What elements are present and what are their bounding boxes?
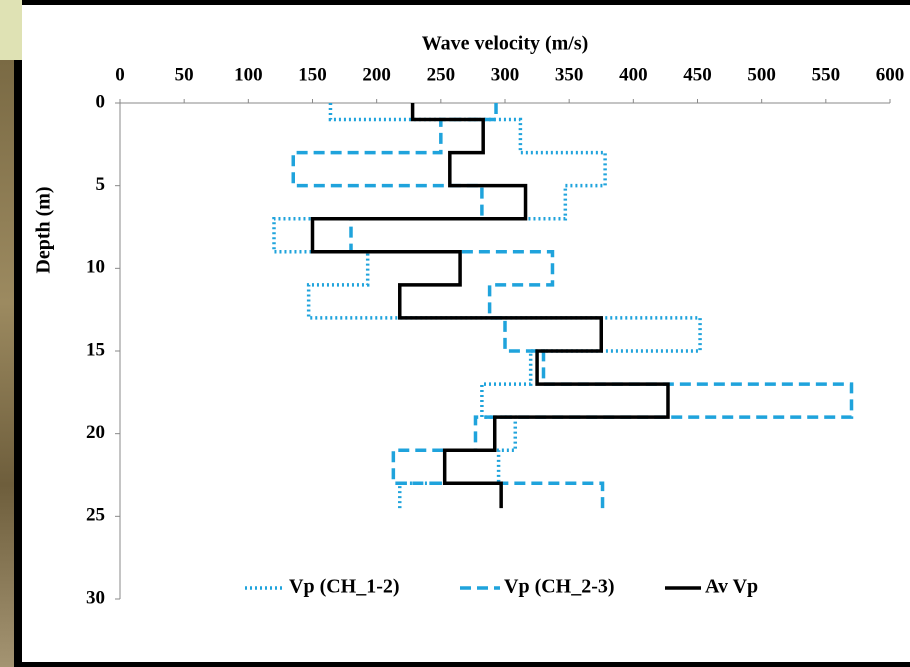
background-photo [0,0,22,60]
x-tick-label: 0 [115,64,125,85]
x-tick-label: 100 [234,64,263,85]
y-axis-title: Depth (m) [33,186,55,273]
y-tick-label: 0 [96,91,106,112]
x-tick-label: 350 [555,64,584,85]
background-photo [0,60,14,667]
plot-background [22,5,910,662]
series-line [272,103,702,509]
x-axis-title: Wave velocity (m/s) [422,33,589,55]
x-tick-label: 200 [362,64,391,85]
x-tick-label: 50 [175,64,194,85]
x-tick-label: 400 [619,64,648,85]
y-tick-label: 5 [96,174,106,195]
series-line [291,103,854,509]
series-line [310,103,670,509]
legend-label: Vp (CH_1-2) [289,576,400,598]
y-tick-label: 25 [86,505,105,526]
x-tick-label: 300 [491,64,520,85]
legend-label: Vp (CH_2-3) [504,576,615,598]
y-tick-label: 10 [86,257,105,278]
y-tick-label: 15 [86,339,105,360]
legend-label: Av Vp [705,576,758,598]
x-tick-label: 600 [876,64,905,85]
y-tick-label: 30 [86,587,105,608]
x-tick-label: 450 [683,64,712,85]
x-tick-label: 150 [298,64,327,85]
y-tick-label: 20 [86,422,105,443]
x-tick-label: 550 [812,64,841,85]
x-tick-label: 500 [747,64,776,85]
x-tick-label: 250 [427,64,456,85]
